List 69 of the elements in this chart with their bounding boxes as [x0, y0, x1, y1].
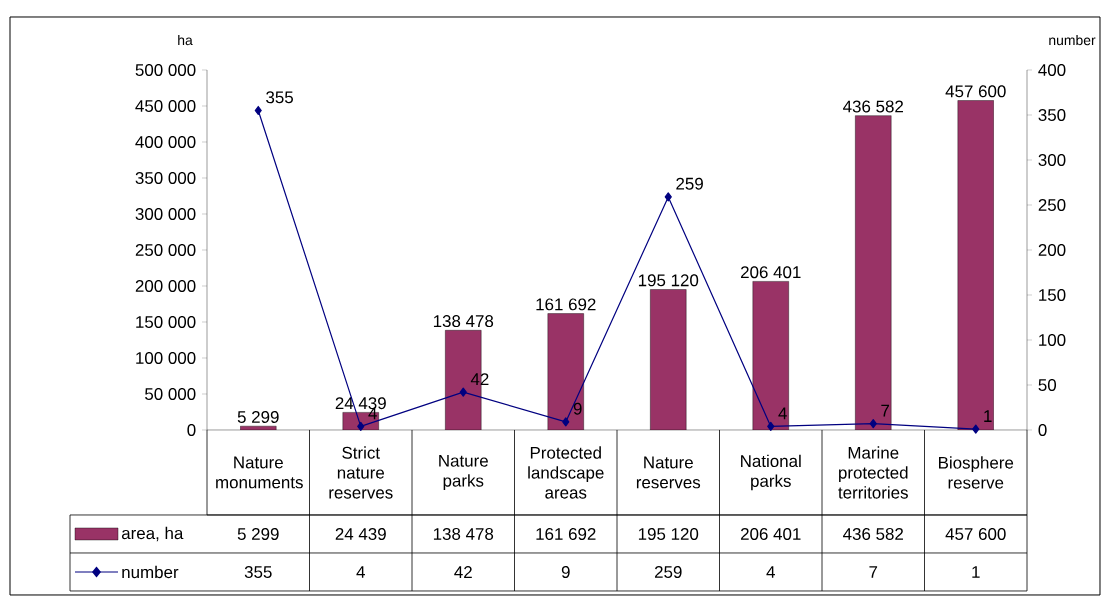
- y2-tick-label: 100: [1039, 333, 1066, 346]
- y-tick-label: 250 000: [135, 243, 196, 256]
- text: 259: [676, 177, 703, 190]
- y2-tick-label: 0: [1038, 423, 1047, 436]
- x-tick-label: Protected landscape areas: [528, 446, 604, 499]
- x-tick-label: Nature monuments: [216, 456, 303, 489]
- point: [357, 421, 365, 431]
- data-label: 259: [654, 565, 682, 578]
- legend-label: number: [122, 565, 179, 579]
- text: 457 600: [945, 85, 1006, 98]
- data-label: 4: [356, 566, 365, 578]
- y2-tick-label: 200: [1038, 243, 1066, 256]
- data-label: 42: [454, 566, 472, 578]
- text: 138 478: [433, 315, 494, 328]
- y2-axis-title: number: [1049, 34, 1096, 46]
- y-axis-title: ha: [178, 34, 193, 46]
- data-label: 4: [766, 566, 775, 578]
- point: [562, 417, 570, 427]
- y-tick-label: 100 000: [136, 351, 196, 364]
- point: [869, 419, 877, 429]
- data-label: 138 478: [433, 527, 494, 540]
- x-tick-label: Biosphere reserve: [939, 456, 1014, 489]
- y-tick-label: 50 000: [145, 387, 196, 400]
- x-tick-label: Nature parks: [439, 454, 488, 491]
- y-tick-label: 300 000: [135, 207, 196, 220]
- data-label: 206 401: [741, 527, 801, 540]
- x-tick-label: Nature reserves: [636, 456, 701, 489]
- data-label: 457 600: [945, 527, 1006, 540]
- y2-tick-label: 50: [1038, 378, 1057, 391]
- text: 1: [984, 410, 992, 422]
- data-label: 195 120: [638, 527, 699, 540]
- text: 7: [881, 404, 890, 417]
- y2-tick-label: 250: [1038, 198, 1066, 211]
- x-tick-label: National parks: [741, 454, 801, 491]
- text: 161 692: [536, 298, 596, 311]
- y-tick-label: 450 000: [135, 99, 196, 112]
- data-label: 9: [561, 565, 570, 578]
- y2-tick-label: 150: [1039, 288, 1066, 301]
- legend-label: area, ha: [121, 526, 184, 542]
- x-tick-label: Strict nature reserves: [329, 446, 393, 499]
- text: 206 401: [741, 266, 801, 279]
- point: [459, 387, 467, 397]
- y-tick-label: 500 000: [135, 63, 196, 76]
- y2-tick-label: 300: [1038, 153, 1066, 166]
- text: 4: [778, 407, 787, 420]
- data-label: 355: [244, 565, 272, 578]
- y2-tick-label: 400: [1038, 63, 1066, 76]
- data-label: 436 582: [843, 527, 903, 540]
- text: 195 120: [638, 274, 699, 287]
- data-label: 7: [869, 566, 878, 578]
- text: 9: [573, 402, 582, 415]
- data-label: 24 439: [335, 527, 386, 540]
- point: [972, 424, 980, 434]
- point: [254, 105, 262, 116]
- y-tick-label: 200 000: [135, 279, 196, 292]
- y-tick-label: 350 000: [135, 171, 196, 184]
- point: [664, 192, 672, 202]
- data-label: 1: [972, 566, 980, 578]
- y2-tick-label: 350: [1038, 108, 1066, 121]
- data-label: 161 692: [536, 527, 596, 540]
- y-tick-label: 0: [187, 423, 196, 436]
- text: 5 299: [237, 410, 279, 423]
- data-label: 5 299: [237, 527, 279, 540]
- text: 355: [266, 91, 293, 104]
- y-tick-label: 400 000: [135, 135, 196, 148]
- x-tick-label: Marine protected territories: [838, 446, 908, 499]
- y-tick-label: 150 000: [136, 315, 196, 328]
- text: 436 582: [843, 100, 903, 113]
- point: [767, 421, 775, 431]
